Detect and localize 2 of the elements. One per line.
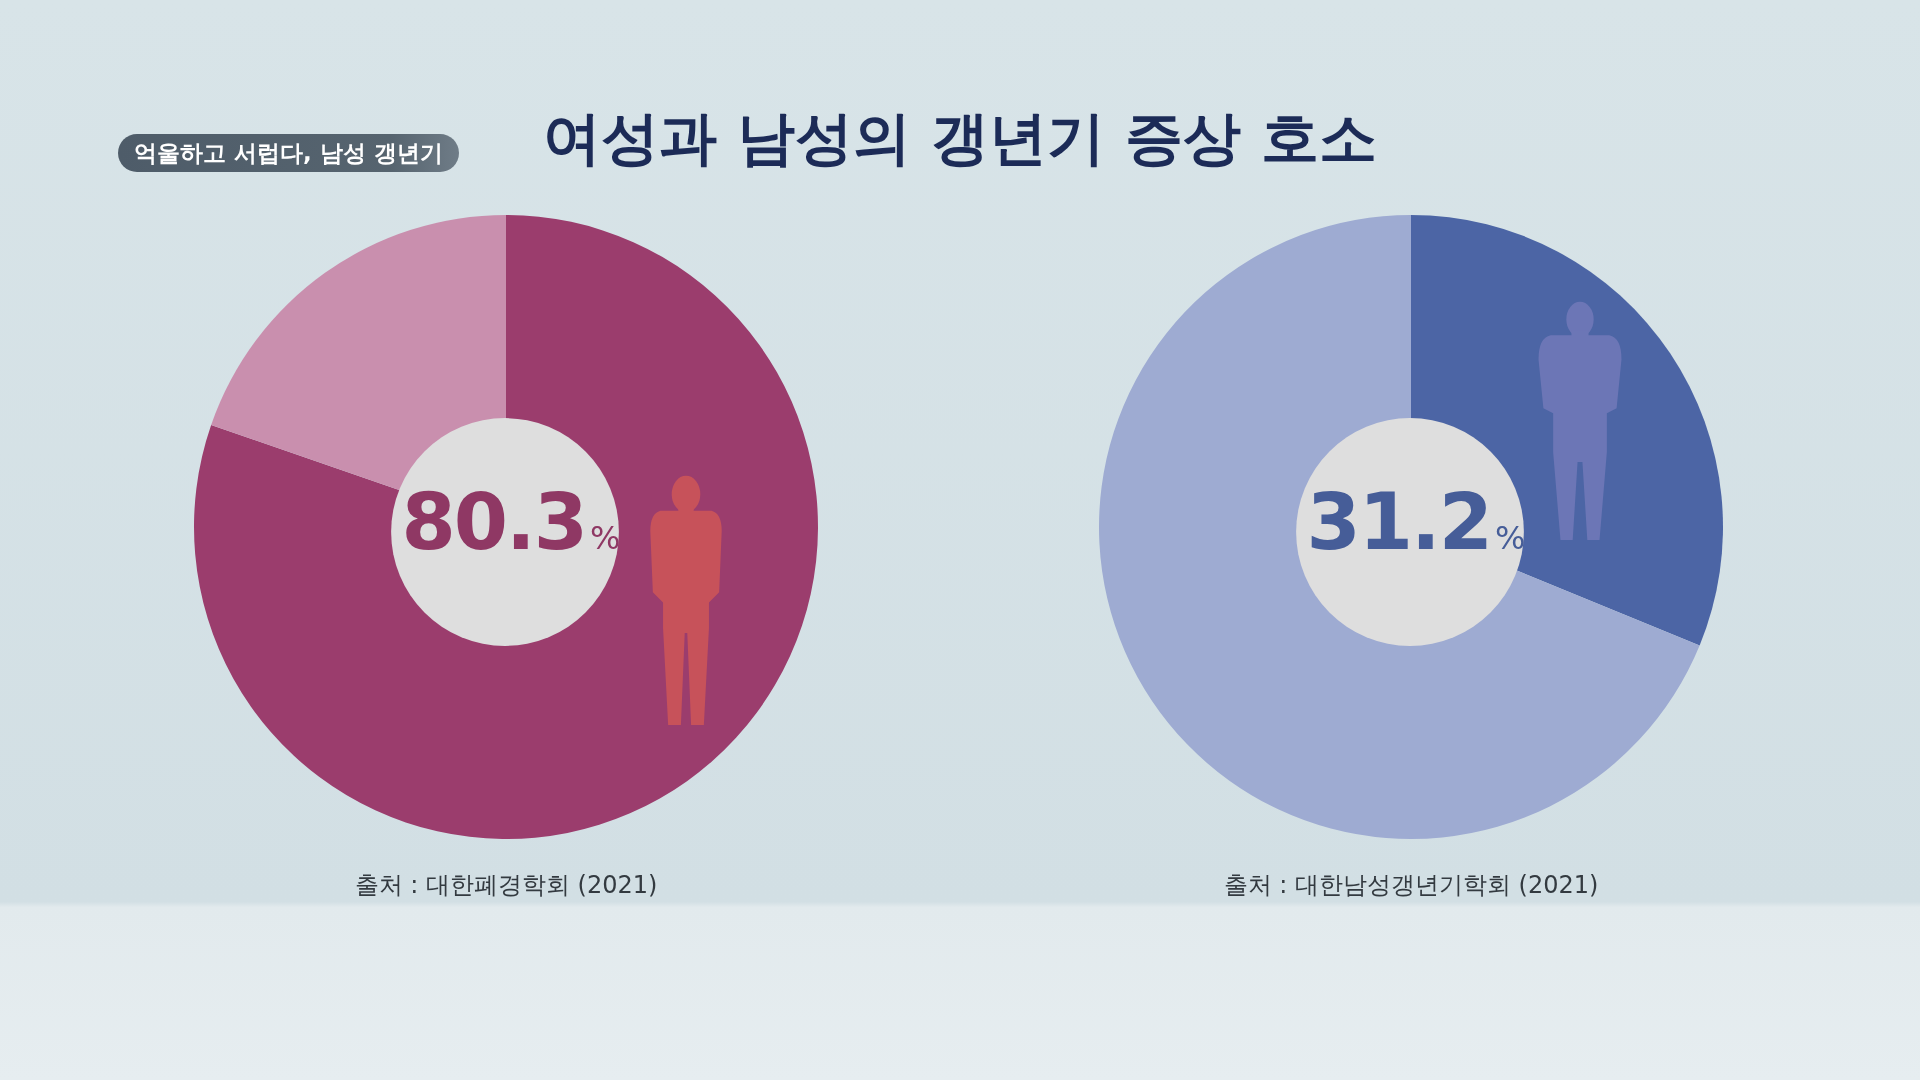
subtitle: 억울하고 서럽다, 남성 갱년기 — [118, 134, 459, 172]
title: 여성과 남성의 갱년기 증상 호소 — [542, 104, 1378, 172]
